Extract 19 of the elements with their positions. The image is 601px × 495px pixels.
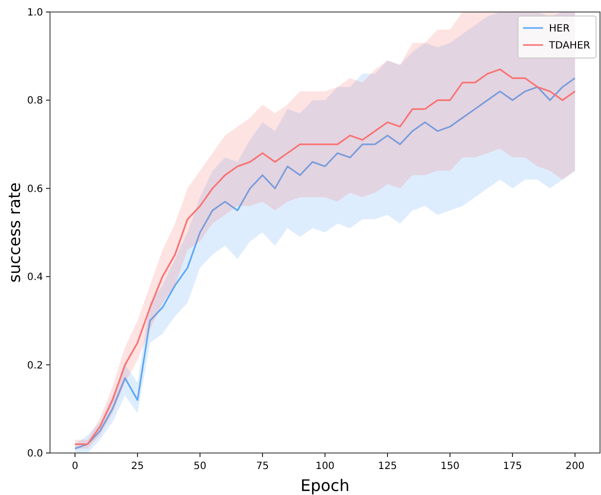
y-tick-label: 0.0 <box>27 448 43 460</box>
x-axis-title: Epoch <box>300 476 350 495</box>
x-tick-label: 200 <box>565 461 585 472</box>
x-tick-label: 100 <box>315 461 335 472</box>
y-tick-label: 0.2 <box>27 360 43 372</box>
x-tick-label: 25 <box>131 461 144 472</box>
y-tick-label: 0.4 <box>27 272 43 284</box>
x-tick-label: 150 <box>440 461 460 472</box>
legend-label: TDAHER <box>548 40 590 52</box>
x-tick-label: 50 <box>194 461 206 472</box>
x-tick-label: 0 <box>72 461 78 472</box>
y-axis-title: success rate <box>5 182 24 283</box>
y-tick-label: 0.8 <box>27 96 43 107</box>
x-tick-label: 175 <box>502 461 522 472</box>
x-tick-label: 125 <box>378 461 398 472</box>
y-tick-label: 1.0 <box>27 8 43 18</box>
y-tick-label: 0.6 <box>27 184 43 195</box>
legend-label: HER <box>549 24 570 34</box>
x-tick-label: 75 <box>256 461 269 472</box>
